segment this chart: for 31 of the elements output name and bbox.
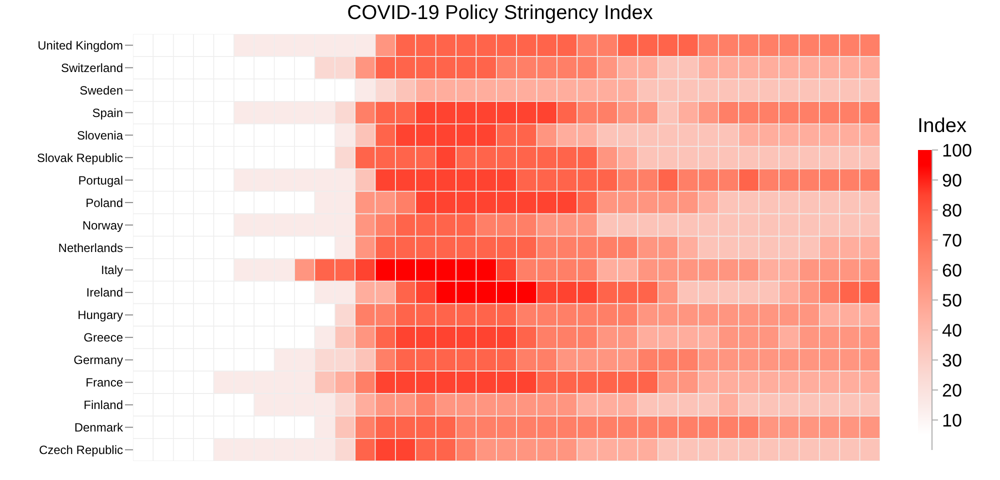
color-bar-label: 30 [942,350,962,370]
y-tick-label: Switzerland [60,60,123,75]
legend-title: Index [918,115,966,137]
color-bar-label: 60 [942,260,962,280]
y-tick-label: Portugal [78,173,123,188]
y-tick-label: Denmark [74,420,124,435]
y-tick-label: Greece [84,330,124,345]
y-tick-label: Ireland [86,286,123,300]
y-tick-label: Hungary [78,308,123,322]
y-tick-label: Slovenia [76,128,124,142]
y-tick-label: Germany [74,353,123,368]
color-bar-label: 90 [942,170,962,190]
y-tick-label: Czech Republic [38,443,123,458]
color-bar-label: 100 [942,140,972,160]
y-tick-label: France [86,376,124,390]
y-tick-label: Poland [86,196,123,210]
y-tick-label: Italy [100,263,123,278]
color-bar-label: 20 [942,380,962,400]
y-tick-label: Netherlands [58,240,123,255]
color-bar-label: 50 [942,290,962,310]
color-bar-label: 80 [942,200,962,220]
y-tick-label: Norway [82,218,123,232]
chart-title: COVID-19 Policy Stringency Index [346,2,654,25]
y-tick-label: Sweden [80,83,123,98]
color-bar-label: 40 [942,320,962,340]
color-bar-label: 10 [942,410,962,430]
y-tick-label: Slovak Republic [36,150,123,165]
y-tick-label: Finland [84,398,123,412]
y-tick-label: Spain [92,106,123,120]
color-bar-label: 70 [942,230,962,250]
y-tick-label: United Kingdom [38,38,123,52]
